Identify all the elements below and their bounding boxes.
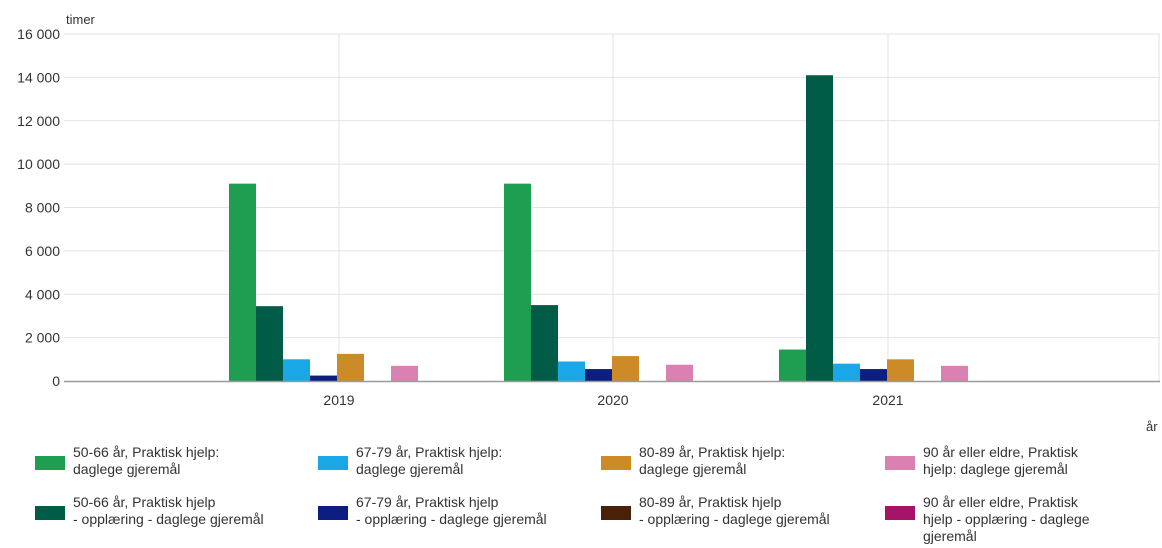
bar [941, 365, 968, 381]
legend-item: 90 år eller eldre, Praktisk hjelp - oppl… [885, 494, 1155, 545]
bars [229, 75, 968, 382]
legend-item: 80-89 år, Praktisk hjelp - opplæring - d… [601, 494, 871, 528]
legend-label: 50-66 år, Praktisk hjelp: daglege gjerem… [73, 444, 220, 477]
bar [229, 183, 256, 381]
bar [887, 359, 914, 381]
legend-label: 67-79 år, Praktisk hjelp: daglege gjerem… [356, 444, 503, 477]
y-tick-label: 8 000 [25, 200, 60, 216]
legend-label: 80-89 år, Praktisk hjelp: daglege gjerem… [639, 444, 786, 477]
bar [256, 306, 283, 381]
bar [833, 363, 860, 381]
legend-item: 90 år eller eldre, Praktisk hjelp: dagle… [885, 444, 1155, 478]
y-tick-label: 12 000 [17, 113, 60, 129]
bar [391, 365, 418, 381]
bar [666, 364, 693, 381]
legend-label: 90 år eller eldre, Praktisk hjelp: dagle… [923, 444, 1078, 477]
y-tick-label: 0 [52, 373, 60, 389]
bar [283, 359, 310, 381]
x-tick-label: 2020 [597, 392, 628, 408]
bar [531, 305, 558, 381]
legend-item: 50-66 år, Praktisk hjelp: daglege gjerem… [35, 444, 305, 478]
bar [310, 375, 337, 381]
legend-item: 67-79 år, Praktisk hjelp - opplæring - d… [318, 494, 588, 528]
bar [612, 356, 639, 381]
legend-item: 80-89 år, Praktisk hjelp: daglege gjerem… [601, 444, 871, 478]
legend-label: 67-79 år, Praktisk hjelp - opplæring - d… [356, 494, 547, 527]
y-tick-label: 2 000 [25, 330, 60, 346]
legend-swatch [35, 506, 65, 520]
legend-item: 50-66 år, Praktisk hjelp - opplæring - d… [35, 494, 305, 528]
bar [558, 361, 585, 381]
y-tick-label: 16 000 [17, 26, 60, 42]
bar [337, 353, 364, 381]
x-tick-label: 2019 [323, 392, 354, 408]
legend-item: 67-79 år, Praktisk hjelp: daglege gjerem… [318, 444, 588, 478]
legend-label: 90 år eller eldre, Praktisk hjelp - oppl… [923, 494, 1090, 544]
legend-swatch [601, 456, 631, 470]
legend-label: 50-66 år, Praktisk hjelp - opplæring - d… [73, 494, 264, 527]
legend-swatch [885, 456, 915, 470]
y-tick-label: 10 000 [17, 156, 60, 172]
y-axis-title: timer [66, 12, 96, 27]
bar [806, 75, 833, 382]
y-tick-label: 14 000 [17, 69, 60, 85]
bar [585, 369, 612, 381]
y-tick-label: 6 000 [25, 243, 60, 259]
bar [860, 369, 887, 381]
grid-lines [64, 33, 1160, 381]
y-tick-label: 4 000 [25, 286, 60, 302]
bar [504, 183, 531, 381]
legend-swatch [318, 506, 348, 520]
axes: 0 2 000 4 000 6 000 8 000 10 000 12 000 14 000 1… [17, 26, 1160, 408]
legend-swatch [35, 456, 65, 470]
bar [779, 349, 806, 381]
legend-swatch [318, 456, 348, 470]
legend-swatch [885, 506, 915, 520]
legend: 50-66 år, Praktisk hjelp: daglege gjerem… [35, 444, 1155, 548]
bar-chart: 0 2 000 4 000 6 000 8 000 10 000 12 000 14 000 1… [17, 12, 1160, 434]
legend-swatch [601, 506, 631, 520]
legend-label: 80-89 år, Praktisk hjelp - opplæring - d… [639, 494, 830, 527]
x-tick-label: 2021 [872, 392, 903, 408]
x-axis-title: år [1146, 419, 1158, 434]
